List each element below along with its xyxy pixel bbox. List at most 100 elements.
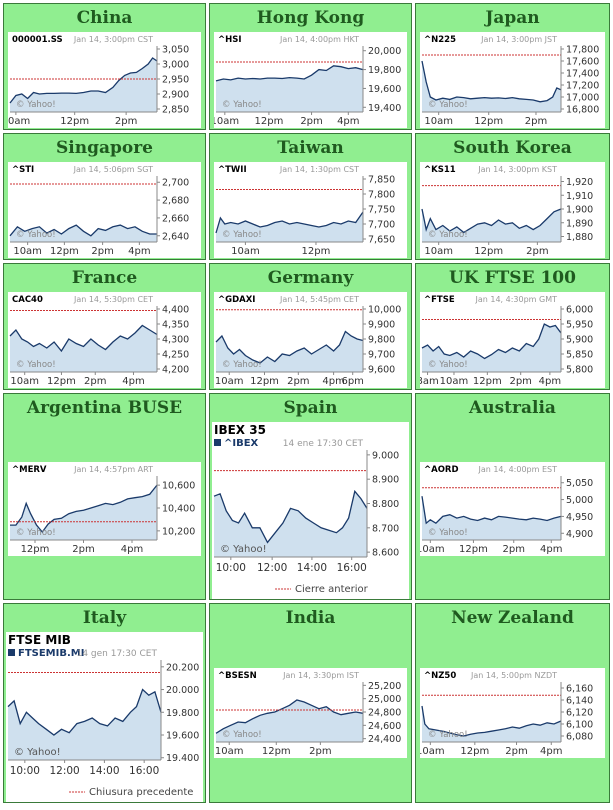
y-tick-label: 10,000 bbox=[368, 305, 401, 316]
series-area bbox=[216, 212, 363, 242]
y-tick-label: 7,650 bbox=[368, 235, 395, 246]
timestamp-label: Jan 14, 4:30pm GMT bbox=[474, 295, 557, 304]
y-tick-label: 10,600 bbox=[162, 481, 195, 492]
symbol-label[interactable]: ^HSI bbox=[218, 35, 242, 45]
series-area bbox=[216, 700, 363, 742]
panel-title[interactable]: Spain bbox=[283, 398, 338, 418]
y-tick-label: 1,900 bbox=[566, 205, 593, 216]
x-tick-label: 12pm bbox=[21, 544, 50, 555]
symbol-label[interactable]: ^STI bbox=[12, 165, 34, 175]
y-tick-label: 9,700 bbox=[368, 350, 395, 361]
timestamp-label: Jan 14, 5:06pm SGT bbox=[73, 165, 154, 174]
panel-title[interactable]: Germany bbox=[267, 268, 354, 288]
chart-japan[interactable]: ^N225 Jan 14, 3:00pm JST 17,800 17,600 17,40… bbox=[420, 32, 605, 128]
panel-title[interactable]: Italy bbox=[82, 608, 127, 628]
x-tick-label: 10am bbox=[215, 746, 244, 757]
panel-title[interactable]: Argentina BUSE bbox=[26, 398, 183, 418]
x-tick-label: 10:00 bbox=[216, 562, 246, 574]
yahoo-watermark: © Yahoo! bbox=[428, 730, 468, 740]
series-line bbox=[215, 65, 364, 82]
panel-title[interactable]: France bbox=[71, 268, 138, 288]
y-tick-label: 17,000 bbox=[566, 93, 599, 104]
x-tick-label: 2pm bbox=[300, 116, 322, 127]
symbol-label[interactable]: ^TWII bbox=[218, 165, 247, 175]
chart-hong-kong[interactable]: ^HSI Jan 14, 4:00pm HKT 20,000 19,800 19,600… bbox=[214, 32, 407, 128]
symbol-label[interactable]: ^MERV bbox=[12, 465, 47, 475]
chart-new-zealand[interactable]: ^NZ50 Jan 14, 5:00pm NZDT 6,160 6,140 6,120 6… bbox=[420, 668, 605, 758]
chart-singapore[interactable]: ^STI Jan 14, 5:06pm SGT 2,700 2,680 2,660 2,6… bbox=[8, 162, 201, 258]
chart-south-korea[interactable]: ^KS11 Jan 14, 3:00pm KST 1,920 1,910 1,900 1,… bbox=[420, 162, 605, 258]
y-tick-label: 5,800 bbox=[566, 365, 593, 376]
panel-title[interactable]: Taiwan bbox=[277, 138, 344, 158]
panel-title[interactable]: South Korea bbox=[453, 138, 572, 158]
panel-title[interactable]: New Zealand bbox=[451, 608, 574, 628]
panel-title[interactable]: China bbox=[76, 8, 133, 28]
symbol-label[interactable]: ^BSESN bbox=[218, 671, 257, 681]
series-line bbox=[421, 496, 562, 525]
panel-title[interactable]: Japan bbox=[485, 8, 540, 28]
symbol-label[interactable]: ^AORD bbox=[424, 465, 459, 475]
chart-china[interactable]: 000001.SS Jan 14, 3:00pm CST 3,050 3,000 2,9… bbox=[8, 32, 201, 128]
symbol-label[interactable]: ^KS11 bbox=[424, 165, 456, 175]
timestamp-label: Jan 14, 3:00pm KST bbox=[477, 165, 557, 174]
x-tick-label: 10am bbox=[420, 746, 445, 757]
symbol-label[interactable]: ^N225 bbox=[424, 35, 456, 45]
series-area bbox=[8, 689, 161, 760]
symbol-label[interactable]: ^IBEX bbox=[224, 438, 259, 449]
x-tick-label: 2pm bbox=[503, 544, 525, 555]
y-tick-label: 6,120 bbox=[566, 708, 593, 719]
x-tick-label: 12pm bbox=[473, 376, 502, 387]
symbol-label[interactable]: 000001.SS bbox=[12, 35, 63, 45]
legend-label: Chiusura precedente bbox=[89, 787, 193, 798]
y-tick-label: 7,800 bbox=[368, 190, 395, 201]
y-tick-label: 24,400 bbox=[368, 734, 401, 745]
chart-svg: ^TWII Jan 14, 1:30pm CST 7,850 7,800 7,750 7,… bbox=[215, 165, 395, 257]
chart-svg: ^AORD Jan 14, 4:00pm EST 5,050 5,000 4,950 4,… bbox=[420, 465, 593, 555]
symbol-label[interactable]: CAC40 bbox=[12, 295, 43, 305]
symbol-label[interactable]: ^FTSE bbox=[424, 295, 455, 305]
y-tick-label: 17,600 bbox=[566, 57, 599, 68]
chart-india[interactable]: ^BSESN Jan 14, 3:30pm IST 25,200 25,000 24,8… bbox=[214, 668, 407, 758]
chart-uk-ftse-100[interactable]: ^FTSE Jan 14, 4:30pm GMT 6,000 5,950 5,900 5,… bbox=[420, 292, 605, 388]
x-tick-label: 12:00 bbox=[49, 765, 79, 777]
timestamp-label: Jan 14, 4:00pm EST bbox=[477, 465, 557, 474]
timestamp-label: Jan 14, 5:00pm NZDT bbox=[470, 671, 557, 680]
y-tick-label: 19,400 bbox=[368, 103, 401, 114]
panel-title[interactable]: Australia bbox=[469, 398, 556, 418]
y-tick-label: 8.600 bbox=[372, 548, 399, 559]
y-tick-label: 9,600 bbox=[368, 365, 395, 376]
chart-spain[interactable]: IBEX 35 ^IBEX 14 ene 17:30 CET 9.000 8.900 8.… bbox=[212, 422, 409, 599]
chart-france[interactable]: CAC40 Jan 14, 5:30pm CET 4,400 4,350 4,300 4,… bbox=[8, 292, 201, 388]
chart-heading: IBEX 35 bbox=[214, 423, 266, 437]
x-tick-label: 4pm bbox=[540, 544, 562, 555]
chart-germany[interactable]: ^GDAXI Jan 14, 5:45pm CET 10,000 9,900 9,800… bbox=[214, 292, 407, 388]
panel-title[interactable]: Singapore bbox=[56, 138, 153, 158]
y-tick-label: 20.200 bbox=[166, 662, 199, 673]
panel-title[interactable]: India bbox=[285, 608, 336, 628]
chart-italy[interactable]: FTSE MIB FTSEMIB.MI 14 gen 17:30 CET 20.200… bbox=[6, 632, 203, 802]
y-tick-label: 19.800 bbox=[166, 708, 199, 719]
chart-australia[interactable]: ^AORD Jan 14, 4:00pm EST 5,050 5,000 4,950 4,… bbox=[420, 462, 605, 556]
y-tick-label: 5,000 bbox=[566, 495, 593, 506]
symbol-label[interactable]: FTSEMIB.MI bbox=[18, 648, 84, 659]
x-tick-label: 10am bbox=[440, 376, 469, 387]
chart-svg: ^BSESN Jan 14, 3:30pm IST 25,200 25,000 24,8… bbox=[215, 671, 401, 757]
series-line bbox=[9, 324, 158, 353]
panel-title[interactable]: UK FTSE 100 bbox=[449, 268, 576, 288]
y-tick-label: 3,050 bbox=[162, 45, 189, 56]
x-tick-label: 12pm bbox=[262, 746, 291, 757]
y-tick-label: 5,050 bbox=[566, 478, 593, 489]
x-tick-label: 10am bbox=[424, 246, 453, 257]
x-tick-label: 2pm bbox=[115, 116, 137, 127]
y-tick-label: 25,000 bbox=[368, 694, 401, 705]
panel-title[interactable]: Hong Kong bbox=[256, 8, 365, 28]
x-tick-label: 16:00 bbox=[337, 562, 367, 574]
timestamp-label: 14 gen 17:30 CET bbox=[77, 649, 158, 659]
chart-taiwan[interactable]: ^TWII Jan 14, 1:30pm CST 7,850 7,800 7,750 7,… bbox=[214, 162, 407, 258]
symbol-label[interactable]: ^NZ50 bbox=[424, 671, 456, 681]
chart-argentina-buse[interactable]: ^MERV Jan 14, 4:57pm ART 10,600 10,400 10,20… bbox=[8, 462, 201, 556]
y-tick-label: 17,800 bbox=[566, 45, 599, 56]
symbol-label[interactable]: ^GDAXI bbox=[218, 295, 255, 305]
chart-svg: CAC40 Jan 14, 5:30pm CET 4,400 4,350 4,300 4,… bbox=[9, 295, 189, 387]
